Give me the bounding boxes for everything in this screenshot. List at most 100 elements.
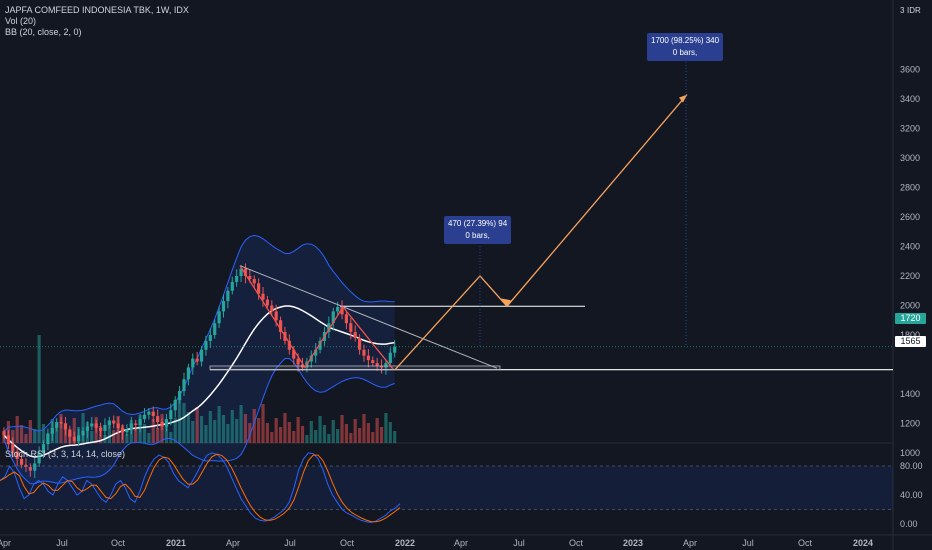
candlestick-series [2, 263, 397, 478]
rsi-band [0, 466, 893, 510]
candle-body [243, 268, 248, 276]
candle-body [107, 420, 111, 425]
candle-body [125, 429, 129, 433]
price-tick-label: 3400 [900, 94, 920, 104]
candle-body [72, 436, 76, 442]
time-tick-label: Jul [513, 538, 525, 548]
price-tick-label: 3000 [900, 153, 920, 163]
volume-legend[interactable]: Vol (20) [5, 16, 37, 26]
volume-bar [147, 433, 151, 443]
candle-body [292, 349, 296, 359]
volume-bar [248, 423, 252, 443]
volume-bar [156, 428, 160, 443]
candle-body [375, 363, 379, 366]
volume-bar [305, 435, 309, 443]
price-axis[interactable]: 3600 3400 3200 3000 2800 2600 2400 2200 2000 1800… [900, 65, 920, 459]
volume-bar [239, 405, 243, 443]
pattern-wave [239, 265, 394, 370]
time-tick-label: Jul [56, 538, 68, 548]
target-2-label[interactable]: 1700 (98.25%) 340 0 bars, [647, 33, 724, 61]
volume-bar [199, 416, 204, 443]
candle-body [173, 399, 177, 411]
candle-body [116, 423, 120, 428]
price-tick-label: 2000 [900, 301, 920, 311]
price-tick-label: 3200 [900, 124, 920, 134]
candle-body [296, 358, 300, 365]
volume-bar [379, 427, 384, 443]
target-2-line1: 1700 (98.25%) 340 [651, 36, 720, 45]
price-tick-label: 1200 [900, 419, 920, 429]
volume-bar [331, 420, 335, 443]
volume-bar [340, 415, 344, 443]
volume-bar [204, 425, 208, 443]
candle-body [270, 305, 274, 312]
candle-body [217, 311, 221, 324]
candle-body [50, 427, 54, 434]
time-tick-label: Jul [284, 538, 296, 548]
volume-bar [151, 419, 155, 443]
stoch-k-line [0, 452, 401, 524]
candle-body [151, 411, 155, 417]
bollinger-band-fill [4, 235, 395, 484]
bollinger-legend[interactable]: BB (20, close, 2, 0) [5, 27, 82, 37]
volume-bar [344, 424, 349, 443]
candle-body [340, 306, 344, 315]
volume-bar [11, 430, 15, 443]
volume-bar [314, 430, 318, 443]
currency-label: IDR [907, 6, 921, 15]
candle-body [129, 423, 133, 430]
volume-bar [257, 418, 261, 443]
time-tick-label: Oct [340, 538, 355, 548]
volume-bar [243, 414, 248, 443]
rsi-axis[interactable]: 80.00 40.00 0.00 [900, 461, 923, 529]
drawing-tools[interactable] [0, 62, 893, 371]
volume-bar [270, 432, 274, 443]
volume-bar [112, 430, 116, 443]
candle-body [112, 420, 116, 424]
volume-bar [309, 421, 313, 443]
volume-bar [388, 422, 392, 443]
candle-body [68, 429, 72, 437]
volume-bar [15, 416, 19, 443]
candle-body [90, 423, 94, 427]
candle-body [379, 365, 384, 368]
candle-body [261, 293, 265, 300]
stoch-rsi-legend[interactable]: Stoch RSI (3, 3, 14, 14, close) [5, 449, 126, 459]
volume-bar [169, 432, 173, 443]
volume-bar [384, 413, 388, 443]
projection-path [394, 94, 688, 371]
candle-body [213, 323, 217, 335]
volume-bar [221, 415, 226, 443]
candle-body [388, 352, 392, 364]
rsi-tick-label: 0.00 [900, 519, 918, 529]
candle-body [239, 268, 243, 276]
candle-body [318, 340, 322, 350]
projection-arrowhead [679, 94, 687, 103]
volume-bar [195, 407, 199, 443]
candle-body [252, 278, 256, 284]
time-axis[interactable]: Apr Jul Oct 2021 Apr Jul Oct 2022 Apr Jul Oct 2023 A… [0, 538, 873, 548]
candle-body [235, 276, 239, 282]
volume-bar [375, 418, 379, 443]
candle-body [353, 332, 357, 338]
volume-bar [322, 425, 327, 443]
target-1-label[interactable]: 470 (27.39%) 94 0 bars, [444, 216, 512, 244]
candle-body [178, 391, 182, 400]
volume-bar [142, 424, 147, 443]
price-tick-label: 2600 [900, 212, 920, 222]
volume-bar [173, 418, 177, 443]
stoch-rsi-pane [0, 452, 893, 524]
price-tick-label: 1400 [900, 389, 920, 399]
time-tick-label: 2021 [166, 538, 186, 548]
candle-body [362, 349, 366, 356]
candle-body [138, 419, 142, 425]
candle-body [366, 355, 370, 361]
volume-bar [292, 431, 296, 443]
current-price-tag: 1720 [895, 313, 926, 324]
candle-body [28, 467, 32, 471]
symbol-title[interactable]: JAPFA COMFEED INDONESIA TBK, 1W, IDX [5, 5, 189, 15]
candle-body [195, 358, 199, 362]
candle-body [371, 360, 375, 364]
volume-bar [362, 414, 366, 443]
